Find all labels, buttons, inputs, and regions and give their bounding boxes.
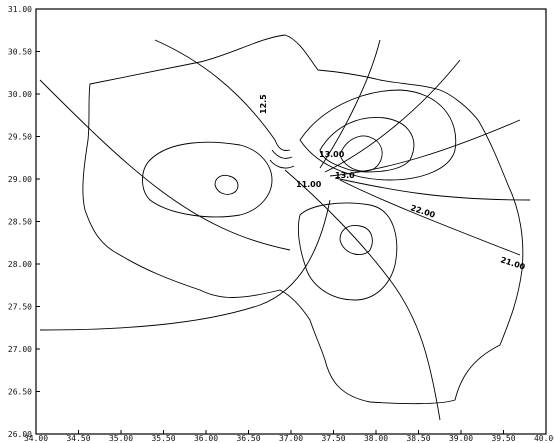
y-tick-label: 27.50 [8, 303, 32, 312]
y-tick-label: 30.50 [8, 48, 32, 57]
x-tick-label: 37.00 [279, 434, 303, 443]
x-tick-label: 36.50 [236, 434, 260, 443]
contour-fan-2 [334, 177, 531, 201]
contour-label-4: 11.00 [296, 180, 322, 189]
x-tick-label: 38.00 [364, 434, 388, 443]
contour-big-right-arc [284, 169, 441, 421]
y-tick-label: 29.50 [8, 133, 32, 142]
contour-fan-5 [319, 39, 381, 169]
contour-left-small [214, 174, 239, 195]
y-tick-label: 26.50 [8, 388, 32, 397]
contour-cluster-b [271, 149, 293, 159]
y-tick-label: 28.00 [8, 260, 32, 269]
y-tick-label: 28.50 [8, 218, 32, 227]
y-tick-label: 27.00 [8, 345, 32, 354]
contour-left-loop [142, 141, 273, 218]
y-tick-label: 26.00 [8, 430, 32, 439]
x-tick-label: 34.50 [66, 434, 90, 443]
contour-long-bottom [39, 199, 331, 331]
contour-label-1: 13.00 [319, 150, 345, 159]
contour-inner-loop [339, 135, 383, 172]
x-tick-label: 36.00 [194, 434, 218, 443]
y-axis-ticks: 31.00 30.50 30.00 29.50 29.00 28.50 28.00 27.50… [8, 5, 40, 439]
y-tick-label: 31.00 [8, 5, 32, 14]
x-tick-label: 38.50 [406, 434, 430, 443]
x-tick-label: 35.50 [151, 434, 175, 443]
y-tick-label: 29.00 [8, 175, 32, 184]
contour-fan-3 [329, 119, 521, 177]
x-tick-label: 40.00 [534, 434, 554, 443]
x-tick-label: 39.00 [449, 434, 473, 443]
contour-fan-1 [339, 179, 521, 256]
contour-lines [39, 34, 531, 421]
contour-upper-right-lobe [299, 89, 457, 181]
contour-lower-bulb [297, 202, 398, 301]
x-tick-label: 39.50 [491, 434, 515, 443]
contour-cluster-c [269, 159, 295, 169]
contour-top-arc [154, 39, 276, 141]
contour-large-left-arc [39, 79, 291, 251]
x-tick-label: 37.50 [321, 434, 345, 443]
x-tick-label: 35.00 [109, 434, 133, 443]
contour-label-0: 12.5 [259, 94, 268, 114]
y-tick-label: 30.00 [8, 90, 32, 99]
x-tick-label: 34.00 [24, 434, 48, 443]
contour-cluster-a [274, 139, 291, 151]
x-axis-ticks: 34.00 34.50 35.00 35.50 36.00 36.50 37.00 37.50… [24, 430, 554, 443]
contour-label-5: 13.0 [335, 171, 355, 180]
contour-fan-4 [324, 59, 461, 173]
region-boundary [82, 34, 524, 405]
